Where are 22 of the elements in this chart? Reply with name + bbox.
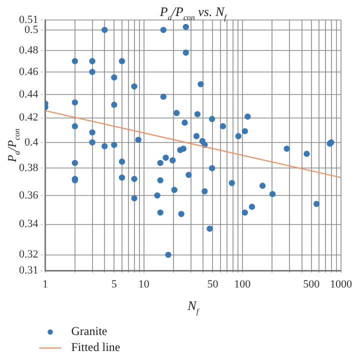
x-tick-label: 100 (234, 278, 252, 290)
y-tick-label: 0.36 (19, 189, 39, 202)
y-tick-label: 0.31 (19, 264, 38, 277)
y-tick-label: 0.44 (19, 88, 39, 100)
y-tick-label: 0.32 (19, 248, 38, 261)
y-tick-label: 0.42 (19, 112, 38, 124)
legend-label: Fitted line (71, 340, 120, 354)
x-tick-label: 1000 (330, 278, 352, 290)
x-tick-label: 50 (207, 278, 219, 290)
x-tick-label: 500 (303, 278, 320, 290)
y-tick-label: 0.5 (24, 24, 39, 36)
x-tick-label: 1 (42, 278, 48, 290)
y-tick-label: 0.38 (19, 162, 39, 174)
y-tick-label: 0.51 (19, 14, 38, 26)
legend-label: Granite (71, 324, 108, 338)
y-tick-label: 0.48 (19, 44, 39, 56)
y-axis-title: Pa/Pcon (5, 128, 22, 164)
y-tick-label: 0.4 (24, 136, 39, 148)
y-tick-label: 0.34 (19, 218, 39, 230)
y-tick-label: 0.46 (19, 66, 39, 78)
x-tick-label: 10 (138, 278, 150, 290)
x-tick-label: 5 (111, 278, 118, 290)
